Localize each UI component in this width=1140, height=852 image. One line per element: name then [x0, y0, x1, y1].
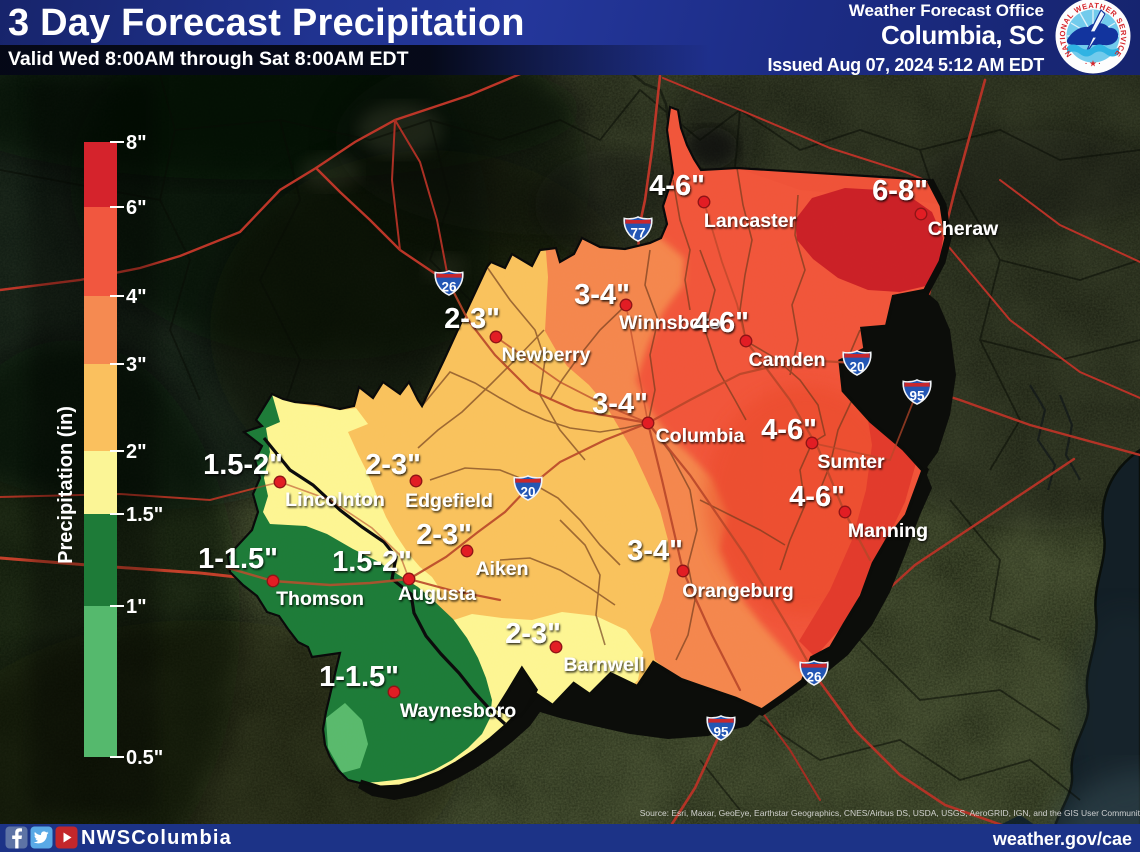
svg-text:8": 8"	[126, 132, 147, 154]
svg-text:4-6": 4-6"	[761, 414, 817, 446]
svg-text:4-6": 4-6"	[649, 170, 705, 202]
svg-text:Lancaster: Lancaster	[704, 210, 797, 232]
svg-text:95: 95	[909, 389, 925, 404]
svg-text:95: 95	[713, 725, 729, 740]
svg-text:2-3": 2-3"	[444, 303, 500, 335]
svg-text:1.5-2": 1.5-2"	[332, 546, 412, 578]
svg-text:6": 6"	[126, 197, 147, 219]
svg-text:26: 26	[441, 280, 457, 295]
svg-text:Winnsboro: Winnsboro	[619, 312, 721, 334]
svg-text:Orangeburg: Orangeburg	[682, 580, 794, 602]
svg-text:20: 20	[520, 485, 535, 500]
svg-text:Cheraw: Cheraw	[928, 218, 999, 240]
svg-text:Columbia: Columbia	[656, 425, 745, 447]
svg-text:3-4": 3-4"	[574, 279, 630, 311]
svg-text:0.5": 0.5"	[126, 747, 163, 769]
svg-text:3-4": 3-4"	[592, 388, 648, 420]
svg-text:Lincolnton: Lincolnton	[285, 489, 385, 511]
svg-text:2-3": 2-3"	[416, 519, 472, 551]
svg-text:1.5": 1.5"	[126, 504, 163, 526]
svg-text:Barnwell: Barnwell	[563, 654, 644, 676]
svg-text:1-1.5": 1-1.5"	[319, 661, 399, 693]
svg-text:Aiken: Aiken	[475, 558, 528, 580]
svg-text:1-1.5": 1-1.5"	[198, 543, 278, 575]
svg-text:3": 3"	[126, 354, 147, 376]
svg-text:2-3": 2-3"	[365, 449, 421, 481]
svg-text:1": 1"	[126, 596, 147, 618]
svg-text:Augusta: Augusta	[398, 583, 476, 605]
svg-text:26: 26	[806, 670, 822, 685]
svg-text:Precipitation (in): Precipitation (in)	[55, 406, 77, 564]
svg-text:4": 4"	[126, 286, 147, 308]
svg-text:Waynesboro: Waynesboro	[400, 700, 516, 722]
svg-text:3-4": 3-4"	[627, 535, 683, 567]
svg-text:Thomson: Thomson	[276, 588, 364, 610]
svg-text:Sumter: Sumter	[817, 451, 885, 473]
svg-text:77: 77	[630, 226, 645, 241]
svg-text:1.5-2": 1.5-2"	[203, 449, 283, 481]
svg-text:20: 20	[849, 360, 864, 375]
svg-text:Newberry: Newberry	[502, 344, 591, 366]
svg-text:4-6": 4-6"	[693, 307, 749, 339]
svg-text:Camden: Camden	[749, 349, 826, 371]
svg-text:2": 2"	[126, 441, 147, 463]
svg-text:2-3": 2-3"	[505, 618, 561, 650]
svg-text:6-8": 6-8"	[872, 175, 928, 207]
svg-text:· ★ ·: · ★ ·	[1085, 59, 1101, 68]
svg-text:Manning: Manning	[848, 520, 928, 542]
svg-text:4-6": 4-6"	[789, 481, 845, 513]
svg-text:Edgefield: Edgefield	[405, 490, 493, 512]
